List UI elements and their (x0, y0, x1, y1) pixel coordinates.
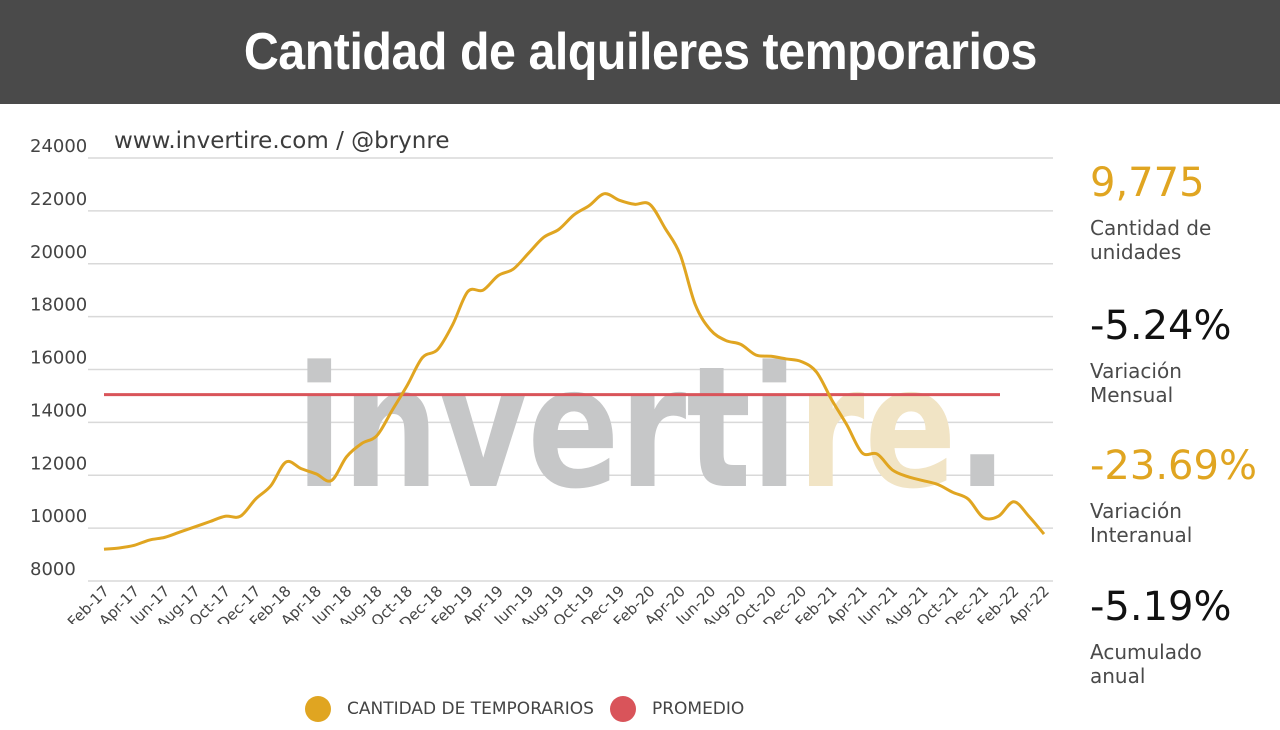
stat-label: Acumulado anual (1090, 640, 1202, 688)
stat-value: -23.69% (1090, 443, 1257, 489)
legend-series-dot-icon (305, 696, 331, 722)
stat-label: Cantidad de unidades (1090, 216, 1212, 264)
line-chart: 8000 10000 12000 14000 16000 18000 20000 22000 2… (30, 136, 1053, 624)
stat-label: Variación Interanual (1090, 499, 1193, 547)
y-tick-label: 20000 (30, 242, 87, 263)
legend-series-label: CANTIDAD DE TEMPORARIOS (347, 699, 594, 719)
watermark-logo: invertire. (296, 330, 1008, 526)
y-tick-label: 8000 (30, 559, 76, 580)
stat-value: 9,775 (1090, 160, 1205, 206)
stat-monthly-variation: -5.24% Variación Mensual (1090, 303, 1232, 407)
page-title: Cantidad de alquileres temporarios (243, 23, 1037, 81)
legend-average-dot-icon (609, 696, 636, 722)
stat-units: 9,775 Cantidad de unidades (1090, 160, 1211, 264)
stat-label: Variación Mensual (1090, 359, 1182, 407)
y-tick-label: 18000 (30, 295, 87, 316)
stat-value: -5.19% (1090, 584, 1232, 630)
stat-yearly-variation: -23.69% Variación Interanual (1090, 443, 1257, 547)
y-tick-label: 12000 (30, 453, 87, 474)
stat-value: -5.24% (1090, 303, 1232, 349)
source-label: www.invertire.com / @brynre (114, 128, 450, 154)
y-tick-label: 24000 (30, 136, 87, 157)
chart-legend: CANTIDAD DE TEMPORARIOS PROMEDIO (305, 696, 760, 722)
header-bar: Cantidad de alquileres temporarios (0, 0, 1280, 104)
legend-average-label: PROMEDIO (651, 699, 745, 719)
y-tick-label: 14000 (30, 400, 87, 421)
series-line (103, 192, 1046, 551)
y-tick-label: 22000 (30, 189, 87, 210)
y-tick-label: 10000 (30, 506, 87, 527)
y-tick-label: 16000 (30, 348, 87, 369)
stat-ytd-accumulated: -5.19% Acumulado anual (1090, 584, 1232, 688)
